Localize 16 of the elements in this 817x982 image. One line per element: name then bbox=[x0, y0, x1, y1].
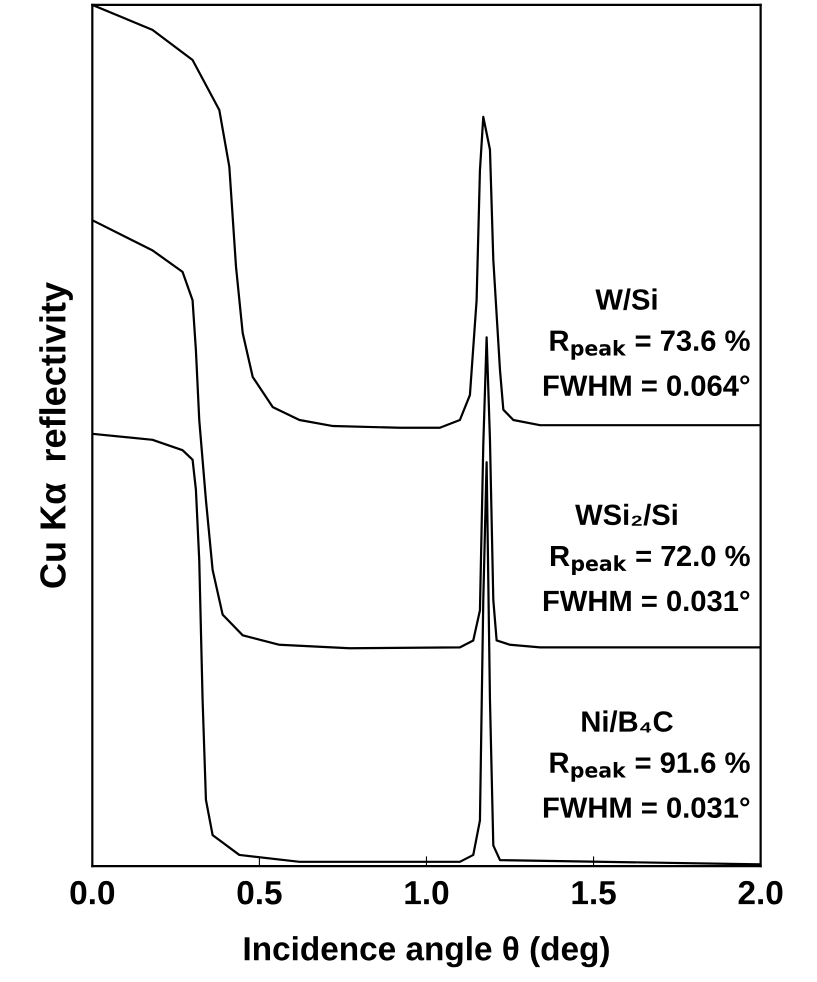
x-tick-label: 1.5 bbox=[572, 881, 616, 904]
x-tick-label: 1.0 bbox=[405, 880, 448, 904]
annotation: R$_{peak}$ = 72.0 % bbox=[551, 546, 750, 576]
x-tick-label: 0.5 bbox=[238, 880, 282, 904]
annotation: Ni/B₄C bbox=[582, 710, 673, 732]
y-axis-title: Cu Kα reflectivity bbox=[39, 282, 73, 588]
annotation: R$_{peak}$ = 91.6 % bbox=[550, 752, 750, 782]
x-axis-title: Incidence angle θ (deg) bbox=[244, 936, 609, 968]
annotation: FWHM = 0.031° bbox=[544, 797, 750, 818]
annotation: FWHM = 0.064° bbox=[544, 375, 750, 396]
annotation: W/Si bbox=[595, 288, 656, 310]
annotation: WSi₂/Si bbox=[575, 504, 677, 526]
x-tick-label: 0.0 bbox=[70, 880, 114, 904]
annotation: FWHM = 0.031° bbox=[544, 590, 750, 612]
annotation: R$_{peak}$ = 73.6 % bbox=[550, 330, 750, 360]
x-tick-label: 2.0 bbox=[738, 880, 782, 904]
